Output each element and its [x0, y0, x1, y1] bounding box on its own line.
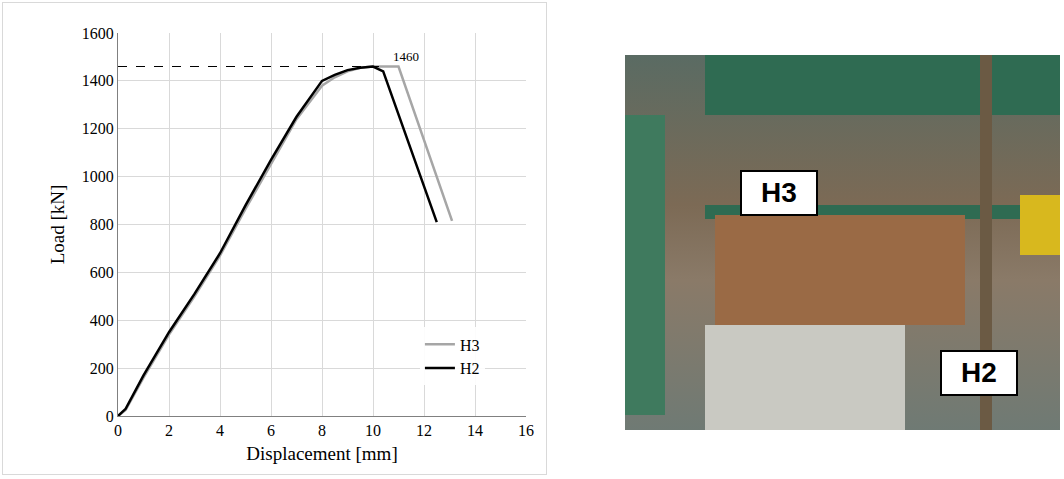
html-text:H2: H2	[961, 357, 997, 388]
svg-text:6: 6	[267, 422, 275, 439]
svg-text:10: 10	[365, 422, 381, 439]
svg-text:0: 0	[106, 408, 114, 425]
svg-text:1400: 1400	[82, 72, 114, 89]
svg-text:8: 8	[318, 422, 326, 439]
svg-text:400: 400	[90, 312, 114, 329]
svg-text:2: 2	[165, 422, 173, 439]
html-text:H3: H3	[761, 177, 797, 208]
svg-text:4: 4	[216, 422, 224, 439]
svg-text:200: 200	[90, 360, 114, 377]
svg-text:14: 14	[467, 422, 483, 439]
svg-text:H2: H2	[460, 360, 480, 377]
svg-text:1000: 1000	[82, 168, 114, 185]
svg-text:Displacement [mm]: Displacement [mm]	[246, 443, 397, 464]
svg-text:H3: H3	[460, 337, 480, 354]
svg-text:0: 0	[114, 422, 122, 439]
svg-text:Load [kN]: Load [kN]	[47, 185, 68, 265]
svg-text:16: 16	[518, 422, 534, 439]
svg-text:600: 600	[90, 264, 114, 281]
svg-text:1600: 1600	[82, 25, 114, 42]
svg-text:12: 12	[416, 422, 432, 439]
svg-text:1200: 1200	[82, 120, 114, 137]
svg-text:800: 800	[90, 216, 114, 233]
svg-text:1460: 1460	[393, 49, 419, 64]
